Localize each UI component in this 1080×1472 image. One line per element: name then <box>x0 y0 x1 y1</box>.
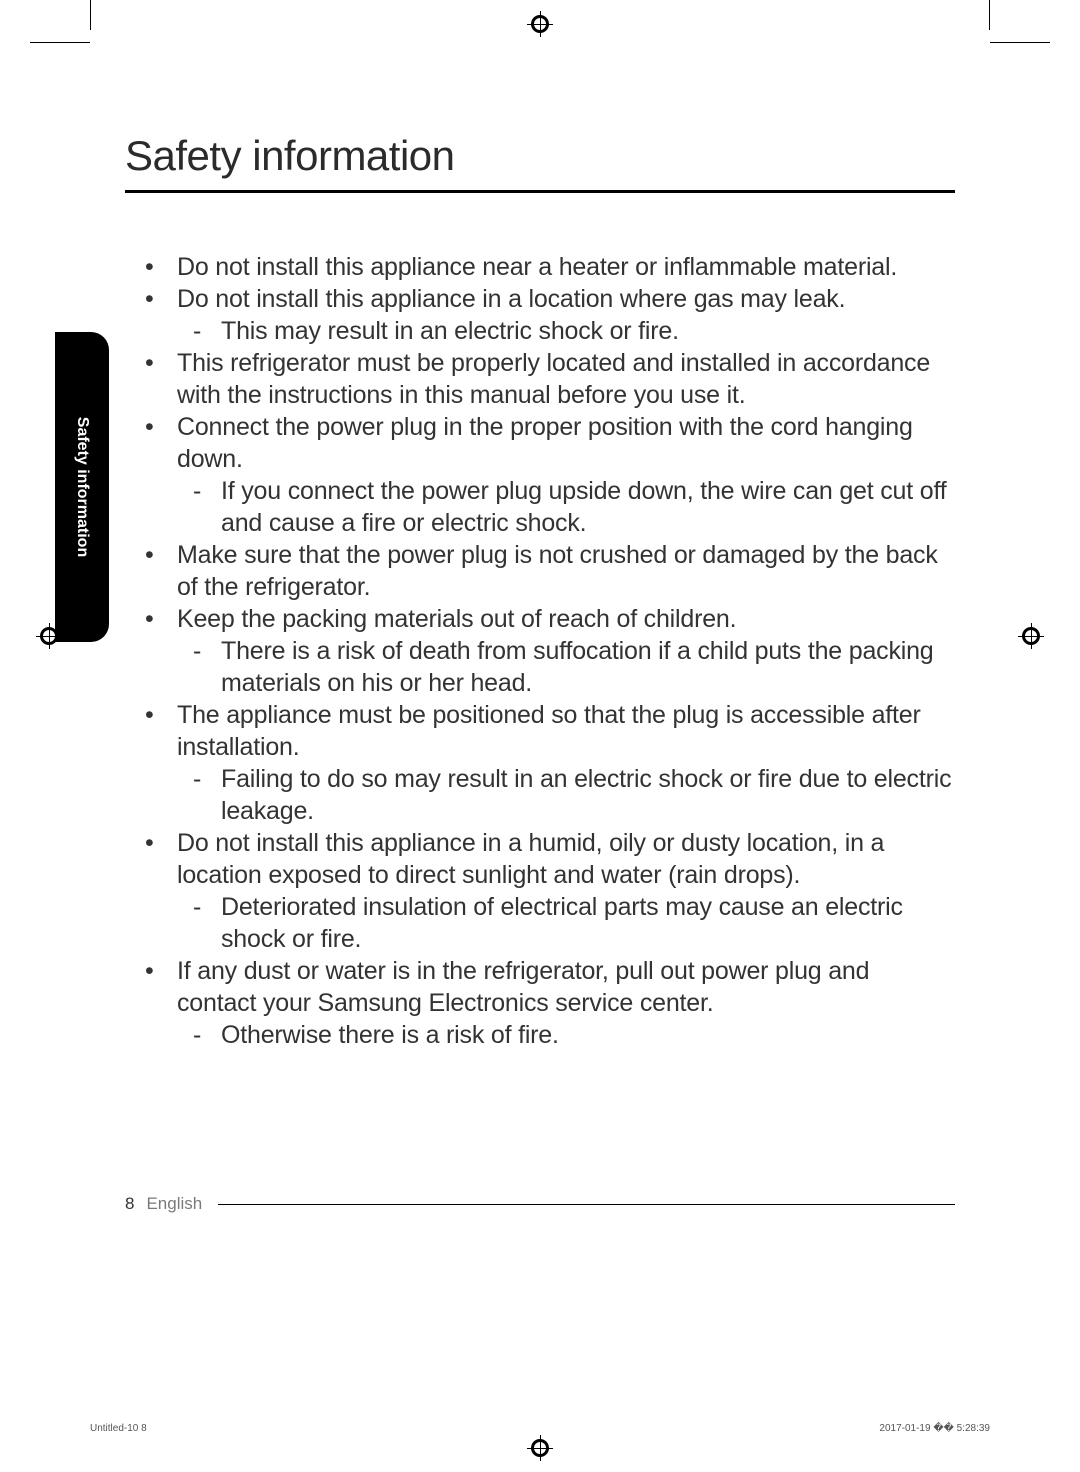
page-title: Safety information <box>125 132 955 180</box>
sub-list-item: If you connect the power plug upside dow… <box>221 475 955 539</box>
crop-mark <box>989 0 990 30</box>
crop-mark <box>990 42 1050 43</box>
bleed-left: Untitled-10 8 <box>90 1423 147 1434</box>
list-item: Do not install this appliance in a humid… <box>177 827 955 955</box>
list-item: Connect the power plug in the proper pos… <box>177 411 955 539</box>
body-text: Do not install this appliance near a hea… <box>125 251 955 1051</box>
registration-mark-top <box>531 15 549 33</box>
footer-rule-line <box>218 1204 955 1205</box>
registration-mark-right <box>1022 627 1040 645</box>
bleed-right: 2017-01-19 �� 5:28:39 <box>879 1423 990 1434</box>
sub-list: Deteriorated insulation of electrical pa… <box>177 891 955 955</box>
list-item: The appliance must be positioned so that… <box>177 699 955 827</box>
list-item: Keep the packing materials out of reach … <box>177 603 955 699</box>
side-tab: Safety information <box>55 332 109 642</box>
bleed-footer: Untitled-10 8 2017-01-19 �� 5:28:39 <box>90 1423 990 1434</box>
sub-list: If you connect the power plug upside dow… <box>177 475 955 539</box>
content-area: Safety information Do not install this a… <box>125 132 955 1051</box>
list-item: This refrigerator must be properly locat… <box>177 347 955 411</box>
sub-list-item: There is a risk of death from suffocatio… <box>221 635 955 699</box>
list-item: Do not install this appliance near a hea… <box>177 251 955 283</box>
side-tab-label: Safety information <box>73 417 91 557</box>
page-number: 8 <box>125 1194 134 1214</box>
sub-list-item: Deteriorated insulation of electrical pa… <box>221 891 955 955</box>
list-item: Make sure that the power plug is not cru… <box>177 539 955 603</box>
list-item: Do not install this appliance in a locat… <box>177 283 955 347</box>
main-list: Do not install this appliance near a hea… <box>125 251 955 1051</box>
crop-mark <box>30 42 90 43</box>
page-language: English <box>146 1194 202 1214</box>
title-rule <box>125 190 955 193</box>
list-item: If any dust or water is in the refrigera… <box>177 955 955 1051</box>
crop-mark <box>90 0 91 30</box>
registration-mark-bottom <box>531 1439 549 1457</box>
sub-list: Otherwise there is a risk of fire. <box>177 1019 955 1051</box>
sub-list-item: Failing to do so may result in an electr… <box>221 763 955 827</box>
sub-list-item: Otherwise there is a risk of fire. <box>221 1019 955 1051</box>
sub-list-item: This may result in an electric shock or … <box>221 315 955 347</box>
footer: 8 English <box>125 1194 955 1214</box>
sub-list: There is a risk of death from suffocatio… <box>177 635 955 699</box>
sub-list: This may result in an electric shock or … <box>177 315 955 347</box>
sub-list: Failing to do so may result in an electr… <box>177 763 955 827</box>
page-frame: Safety information Safety information Do… <box>90 42 990 1402</box>
